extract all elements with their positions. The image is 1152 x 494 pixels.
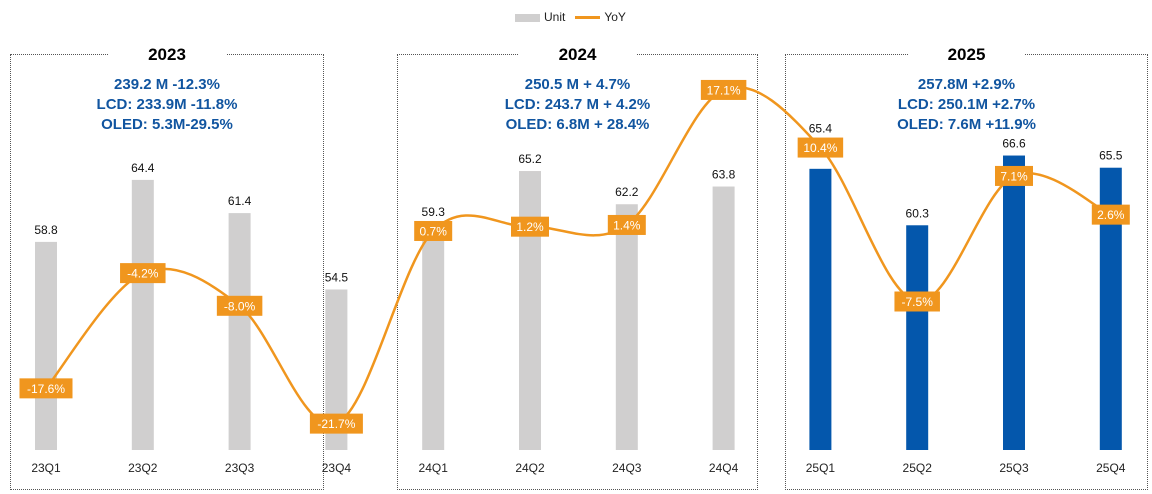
yoy-value-label: -8.0% (224, 299, 256, 313)
yoy-value-label: 17.1% (707, 83, 741, 97)
bar-value-label: 63.8 (712, 168, 736, 182)
panel-2024: 2024 250.5 M + 4.7% LCD: 243.7 M + 4.2% … (397, 45, 758, 490)
bar-23Q3 (228, 213, 251, 450)
legend-yoy-label: YoY (604, 10, 626, 24)
summary-lcd: LCD: 243.7 M + 4.2% (504, 96, 651, 113)
summary-total: 239.2 M -12.3% (114, 76, 220, 93)
panel-summary: 239.2 M -12.3% LCD: 233.9M -11.8% OLED: … (11, 75, 323, 135)
panel-title: 2023 (108, 45, 226, 64)
legend-yoy: YoY (575, 10, 626, 24)
legend: Unit YoY (515, 10, 626, 24)
bar-value-label: 65.4 (809, 122, 833, 136)
yoy-label-box (511, 216, 549, 237)
bar-23Q2 (131, 179, 154, 450)
x-tick-label: 23Q1 (31, 461, 61, 475)
yoy-value-label: 2.6% (1097, 208, 1125, 222)
bar-value-label: 54.5 (325, 270, 349, 284)
bar-24Q1 (422, 236, 445, 450)
panel-2025: 2025 257.8M +2.9% LCD: 250.1M +2.7% OLED… (785, 45, 1148, 490)
yoy-value-label: 0.7% (420, 224, 448, 238)
x-tick-label: 23Q4 (322, 461, 352, 475)
yoy-value-label: 7.1% (1000, 169, 1028, 183)
x-tick-label: 25Q2 (903, 461, 933, 475)
bar-23Q1 (35, 241, 57, 450)
yoy-label-box (797, 137, 844, 158)
x-tick-label: 25Q4 (1096, 461, 1126, 475)
yoy-label-box (216, 295, 263, 316)
x-tick-label: 25Q1 (806, 461, 836, 475)
yoy-label-box (894, 291, 940, 312)
yoy-value-label: -21.7% (317, 417, 355, 431)
yoy-label-box (309, 413, 363, 434)
bar-value-label: 65.5 (1099, 149, 1123, 163)
yoy-label-box (607, 214, 646, 235)
yoy-label-box (1091, 204, 1130, 225)
bar-25Q1 (809, 168, 832, 450)
bar-24Q2 (519, 171, 541, 450)
bar-value-label: 60.3 (906, 206, 930, 220)
x-tick-label: 24Q2 (515, 461, 545, 475)
summary-total: 250.5 M + 4.7% (524, 76, 631, 93)
yoy-label-box (414, 220, 453, 241)
yoy-value-label: 1.4% (613, 218, 641, 232)
summary-oled: OLED: 7.6M +11.9% (897, 116, 1036, 133)
bar-24Q4 (712, 186, 735, 450)
yoy-value-label: -4.2% (127, 267, 159, 281)
bar-23Q4 (325, 289, 348, 450)
panel-title: 2025 (907, 45, 1026, 64)
summary-oled: OLED: 6.8M + 28.4% (505, 116, 650, 133)
legend-unit-label: Unit (544, 10, 566, 24)
bar-25Q4 (1099, 167, 1122, 450)
bar-25Q3 (1003, 155, 1025, 450)
summary-total: 257.8M +2.9% (917, 76, 1016, 93)
yoy-value-label: -7.5% (902, 295, 934, 309)
yoy-label-box (19, 378, 73, 399)
yoy-label-box (995, 165, 1033, 186)
bar-value-label: 66.6 (1002, 137, 1026, 151)
legend-unit: Unit (515, 10, 565, 24)
panel-summary: 257.8M +2.9% LCD: 250.1M +2.7% OLED: 7.6… (786, 75, 1147, 135)
bar-value-label: 59.3 (422, 205, 446, 219)
x-tick-label: 23Q2 (128, 461, 158, 475)
bar-value-label: 58.8 (34, 223, 58, 237)
bar-value-label: 62.2 (615, 185, 639, 199)
x-tick-label: 25Q3 (999, 461, 1029, 475)
yoy-line (45, 86, 1112, 426)
x-tick-label: 24Q3 (612, 461, 642, 475)
bar-value-label: 61.4 (228, 194, 252, 208)
bar-24Q3 (615, 204, 638, 450)
yoy-value-label: -17.6% (27, 382, 65, 396)
x-tick-label: 23Q3 (225, 461, 255, 475)
bar-value-label: 64.4 (131, 161, 155, 175)
x-tick-label: 24Q1 (419, 461, 449, 475)
panel-title: 2024 (518, 45, 637, 64)
panel-2023: 2023 239.2 M -12.3% LCD: 233.9M -11.8% O… (10, 45, 324, 490)
yoy-label-box (120, 263, 166, 284)
summary-lcd: LCD: 250.1M +2.7% (897, 96, 1036, 113)
yoy-value-label: 10.4% (803, 141, 837, 155)
bar-25Q2 (906, 225, 929, 450)
bar-value-label: 65.2 (518, 152, 542, 166)
yoy-value-label: 1.2% (516, 220, 544, 234)
x-tick-label: 24Q4 (709, 461, 739, 475)
summary-oled: OLED: 5.3M-29.5% (101, 116, 233, 133)
yoy-label-box (700, 79, 747, 100)
panel-summary: 250.5 M + 4.7% LCD: 243.7 M + 4.2% OLED:… (398, 75, 757, 135)
summary-lcd: LCD: 233.9M -11.8% (96, 96, 238, 113)
